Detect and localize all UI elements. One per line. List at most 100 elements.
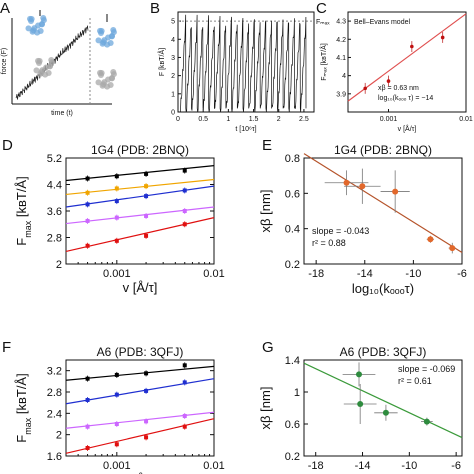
annotation-slope: slope = -0.069: [398, 364, 455, 374]
data-point: [182, 222, 187, 227]
axes-frame: [65, 359, 215, 457]
y-tick-label: 4.2: [336, 37, 346, 44]
data-point: [85, 202, 90, 207]
data-point: [144, 213, 149, 218]
data-point: [440, 35, 445, 40]
data-point: [114, 215, 119, 220]
axes-frame: [303, 157, 463, 265]
y-tick-label: 2: [56, 259, 62, 271]
axes-frame: [347, 11, 467, 113]
x-tick-label: -18: [308, 268, 324, 280]
x-tick-label: -10: [405, 268, 421, 280]
data-point: [114, 372, 119, 377]
y-tick-label: 0.2: [285, 451, 300, 463]
molecule-bead: [33, 67, 40, 74]
y-axis-label-units: [kʙT/Å]: [14, 176, 29, 220]
data-point: [182, 168, 187, 173]
x-tick-label: 1.5: [249, 116, 259, 123]
x-tick-label: -14: [357, 268, 373, 280]
fit-line-1: [65, 378, 215, 405]
y-tick-label: 4.4: [47, 180, 62, 192]
data-point: [114, 199, 119, 204]
y-tick-label: 0.6: [285, 188, 300, 200]
y-tick-label: 4: [342, 73, 346, 80]
x-tick-label: 0.01: [203, 460, 224, 472]
data-point: [85, 446, 90, 450]
x-axis-label: time (t): [51, 110, 73, 117]
data-point: [114, 186, 119, 191]
data-point: [144, 388, 149, 393]
molecule-bottom-a: [33, 57, 55, 78]
data-point: [182, 363, 187, 368]
x-tick-label: -14: [355, 460, 371, 472]
panel-label-g: G: [262, 339, 274, 356]
panel-label-a: A: [0, 0, 10, 17]
y-tick-label: 4.1: [336, 55, 346, 62]
panel-label-f: F: [2, 339, 11, 356]
data-point: [85, 376, 90, 381]
data-point: [382, 409, 389, 416]
y-axis-label-sub: max: [23, 417, 33, 435]
y-tick-label: 0.6: [285, 419, 300, 431]
fit-line-2: [65, 185, 215, 208]
data-point: [182, 209, 187, 213]
y-tick-label: 2.8: [47, 387, 62, 399]
y-tick-label: 2: [171, 73, 175, 80]
y-tick-label: 3.6: [47, 206, 62, 218]
data-point: [114, 392, 119, 397]
y-tick-label: 3.9: [336, 91, 346, 98]
panel-title: 1G4 (PDB: 2BNQ): [91, 143, 189, 157]
panel-title: A6 (PDB: 3QFJ): [340, 345, 427, 359]
molecule-bead: [34, 29, 41, 36]
molecule-bead: [42, 71, 49, 78]
legend-title: Bell–Evans model: [354, 19, 410, 26]
y-tick-label: 1: [294, 387, 300, 399]
data-point: [144, 233, 149, 238]
molecule-bead: [95, 37, 102, 44]
x-tick-label: 2: [277, 116, 281, 123]
data-point: [363, 86, 367, 91]
molecule-bead: [31, 25, 38, 32]
y-tick-label: 5.2: [47, 153, 62, 165]
panel-label-b: B: [150, 0, 160, 17]
molecule-top-b: [95, 27, 117, 48]
x-axis-label: log₁₀(kₒₒₒτ): [352, 281, 414, 296]
x-tick-label: -18: [308, 460, 324, 472]
data-point: [114, 174, 119, 179]
x-tick-label: 0.001: [380, 116, 398, 123]
panel-label-d: D: [2, 137, 13, 154]
panel-title: 1G4 (PDB: 2BNQ): [334, 143, 432, 157]
y-tick-label: 4.3: [336, 19, 346, 26]
data-point: [144, 435, 149, 440]
y-tick-label: 2: [56, 430, 62, 442]
y-axis-label-main: F: [14, 435, 29, 443]
molecule-bead: [40, 15, 47, 22]
axes-frame: [303, 359, 463, 457]
panel-c: C 3.9 4 4.1 4.2 4.3 0.001 0.01 Bell–Evans model x…: [316, 0, 473, 133]
panel-b: B 0 0.5 1 1.5 2 2.5 0 1 2 3 4 5 Fₘₐₓ t [10⁶τ] F [kʙT/Å]: [150, 0, 330, 133]
molecule-bead: [101, 37, 108, 44]
molecule-bead: [36, 59, 43, 66]
fit-line-0: [65, 165, 215, 182]
panel-label-c: C: [316, 0, 327, 17]
annotation-slope: slope = -0.043: [312, 226, 369, 236]
y-axis-label: force (F): [1, 48, 8, 74]
annotation-koff: log₁₀(kₒₒₒ τ) = −14: [378, 95, 433, 102]
data-point: [386, 79, 391, 83]
molecule-bead: [95, 79, 102, 86]
fit-line-0: [65, 365, 215, 381]
panel-f: F A6 (PDB: 3QFJ) 1.6 2 2.4 2.8 3.2 0.001 0.01 v […: [2, 339, 225, 474]
y-axis-label: xβ [nm]: [258, 190, 273, 233]
molecule-bead: [39, 67, 46, 74]
fit-line-2: [65, 411, 215, 429]
y-axis-label: Fmax [kʙT/Å]: [14, 176, 33, 245]
data-point: [114, 442, 119, 447]
y-tick-label: 3: [171, 55, 175, 62]
y-tick-label: 5: [171, 19, 175, 26]
molecule-bead: [104, 41, 111, 48]
axes-frame: [177, 11, 315, 113]
data-point: [144, 419, 149, 424]
x-tick-label: 0: [176, 116, 180, 123]
panel-title: A6 (PDB: 3QFJ): [97, 345, 184, 359]
